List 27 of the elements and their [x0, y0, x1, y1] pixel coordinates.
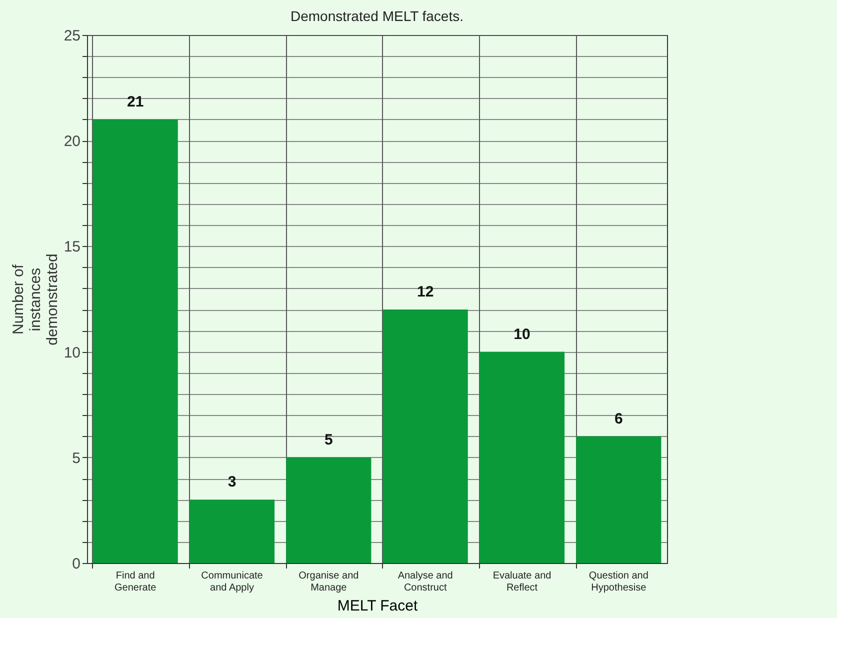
bar — [576, 436, 662, 563]
x-tick-label: Find and Generate — [114, 570, 157, 594]
y-tick-label: 5 — [72, 450, 80, 467]
data-label: 3 — [228, 474, 236, 491]
x-tick-label: Organise and Manage — [298, 570, 359, 594]
bar — [382, 310, 468, 563]
data-label: 6 — [614, 410, 623, 428]
bar — [92, 119, 178, 563]
data-label: 12 — [416, 284, 434, 301]
y-axis-title: Number of instances demonstrated — [10, 254, 61, 346]
bar — [189, 500, 275, 563]
bar — [479, 352, 565, 563]
bar — [286, 457, 372, 563]
x-tick-label: Question and Hypothesise — [588, 570, 648, 594]
y-tick-label: 25 — [64, 28, 80, 44]
data-label: 5 — [324, 431, 333, 448]
data-label: 10 — [514, 326, 530, 343]
x-tick-label: Communicate and Apply — [201, 570, 264, 594]
y-tick-label: 20 — [64, 133, 80, 150]
y-tick-label: 15 — [64, 238, 80, 256]
y-tick-label: 0 — [72, 556, 80, 572]
y-tick-label: 10 — [64, 344, 80, 362]
x-axis-title: MELT Facet — [337, 598, 418, 614]
x-tick-label: Analyse and Construct — [398, 570, 453, 594]
data-label: 21 — [126, 93, 144, 110]
x-tick-label: Evaluate and Reflect — [492, 570, 552, 594]
chart-title: Demonstrated MELT facets. — [290, 8, 464, 24]
